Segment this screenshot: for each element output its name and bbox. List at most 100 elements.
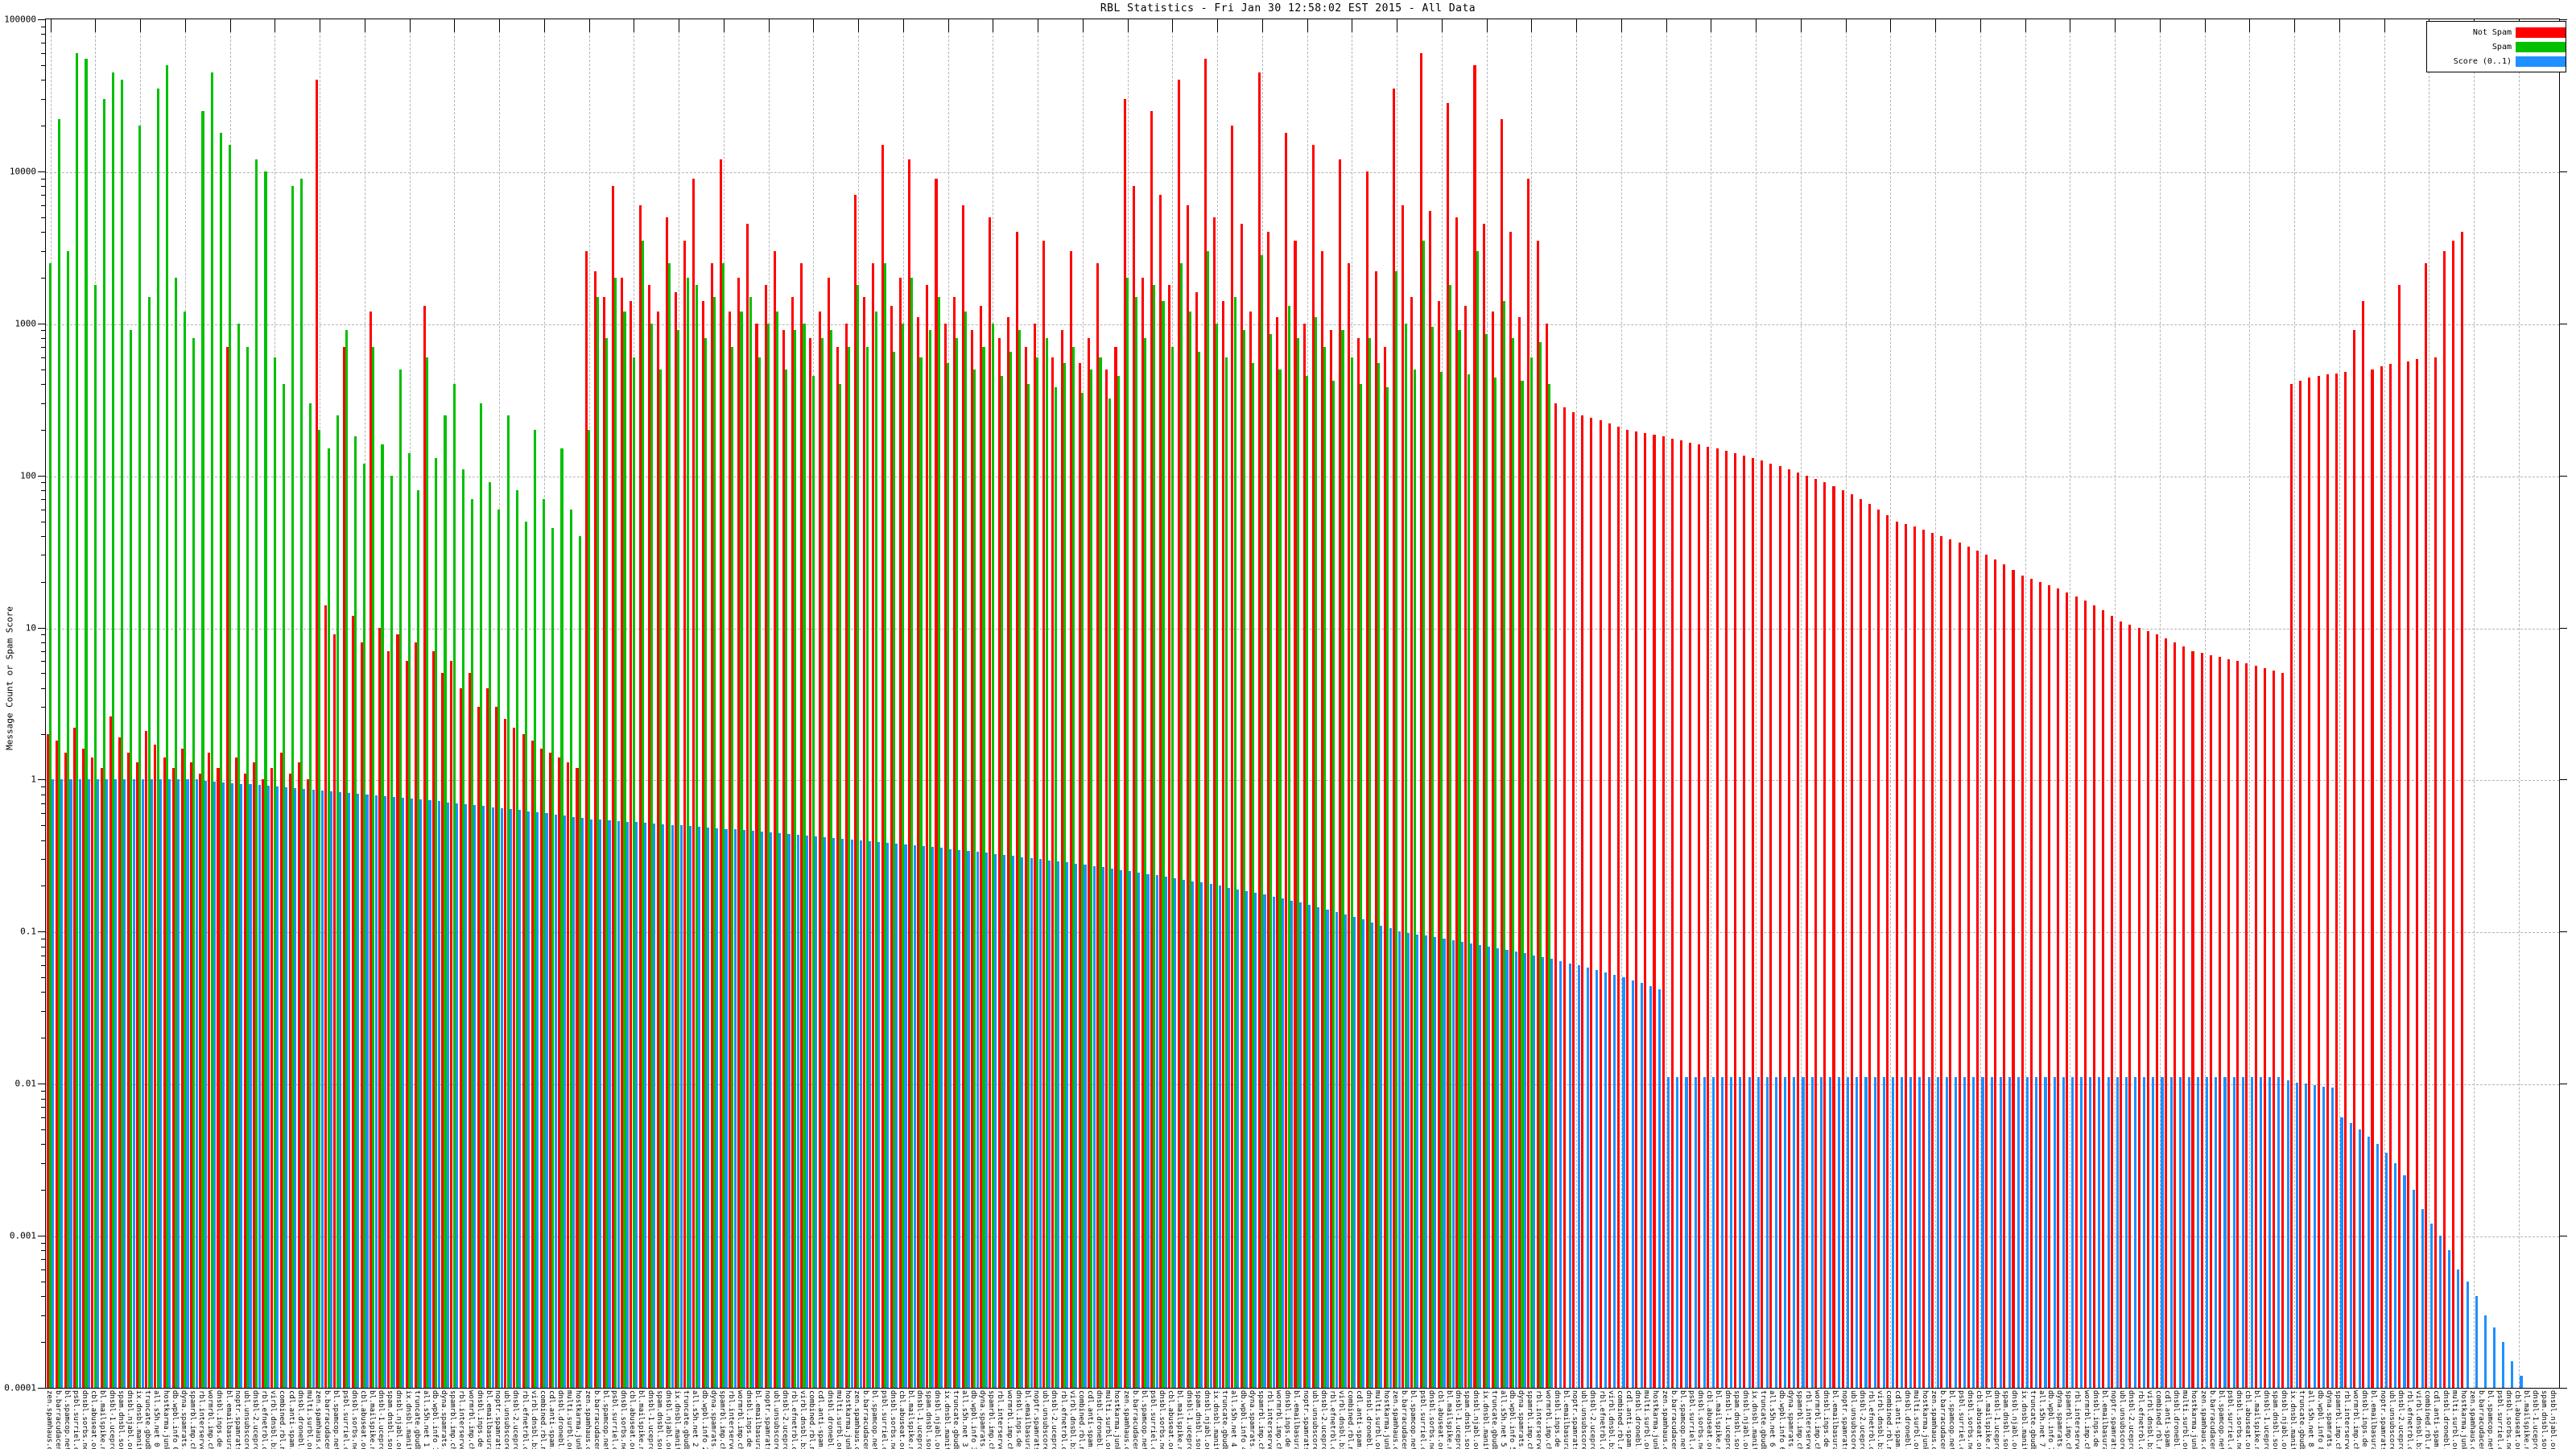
x-tick-label: psbl.surriel.com 9 hops	[2496, 1390, 2504, 1449]
bar-spam	[524, 521, 527, 1388]
bar-score	[285, 787, 288, 1388]
bar-score	[1784, 1077, 1787, 1388]
bar-not-spam	[1689, 442, 1692, 1388]
x-tick-label: dyna.spamrats.com 0 hops	[180, 1390, 188, 1449]
x-tick-label: dnsbl-1.uceprotect.net 9 hops	[2531, 1390, 2539, 1449]
bar-score	[608, 820, 611, 1388]
bar-score	[2358, 1129, 2361, 1388]
bar-not-spam	[477, 707, 480, 1388]
bar-not-spam	[1975, 551, 1979, 1388]
bar-not-spam	[1447, 103, 1450, 1388]
y-tick-minor	[41, 1144, 45, 1146]
bar-spam	[1188, 311, 1192, 1388]
bar-not-spam	[297, 762, 300, 1388]
bar-not-spam	[1563, 407, 1567, 1388]
x-tick-label: psbl.surriel.com 2 hops	[610, 1390, 618, 1449]
bar-score	[1864, 1077, 1868, 1388]
bar-not-spam	[55, 741, 58, 1388]
bar-not-spam	[378, 627, 382, 1388]
bar-score	[2340, 1117, 2343, 1388]
x-tick-label: truncate.gbudb.net 2 hops	[682, 1390, 690, 1449]
x-tick-label: multi.surbl.org 5 hops	[1642, 1390, 1650, 1449]
bar-not-spam	[638, 204, 642, 1388]
bar-not-spam	[1670, 438, 1674, 1388]
bar-not-spam	[513, 727, 516, 1388]
bar-not-spam	[2200, 653, 2203, 1388]
bar-not-spam	[1034, 323, 1037, 1388]
x-tick-label: zen.spamhaus.org 0 hops	[45, 1390, 53, 1449]
x-tick-label: hostkarma.junkemailfilter.com 3 hops	[1113, 1390, 1121, 1449]
bar-not-spam	[109, 716, 112, 1388]
bar-score	[1290, 900, 1293, 1388]
bar-spam	[480, 402, 483, 1388]
bar-score	[2232, 1077, 2235, 1388]
bar-spam	[776, 311, 779, 1388]
top-axis-ticks	[46, 19, 2559, 1388]
bar-not-spam	[2218, 657, 2221, 1388]
x-tick-label: dnsbl.dronebl.org 8 hops	[2442, 1390, 2450, 1449]
bar-score	[2124, 1077, 2128, 1388]
bar-not-spam	[997, 338, 1001, 1388]
bar-spam	[1287, 306, 1290, 1388]
bar-score	[1981, 1077, 1984, 1388]
bar-score	[2250, 1077, 2253, 1388]
bar-not-spam	[1051, 357, 1055, 1388]
bar-spam	[956, 338, 959, 1388]
bar-not-spam	[1904, 523, 1907, 1388]
bar-not-spam	[414, 642, 417, 1388]
bar-score	[2133, 1077, 2137, 1388]
legend-item-not-spam[interactable]: Not Spam	[2427, 26, 2566, 39]
bar-score	[581, 818, 584, 1388]
y-tick-minor	[41, 859, 45, 861]
bar-score	[1918, 1077, 1922, 1388]
bar-not-spam	[387, 650, 390, 1388]
x-tick-label: noptr.spamrats.com 3 hops	[1032, 1390, 1040, 1449]
bar-score	[1765, 1077, 1769, 1388]
bar-score	[1137, 872, 1141, 1388]
bar-score	[518, 810, 522, 1388]
bar-not-spam	[405, 661, 408, 1388]
x-tick-label: rbl.interserver.net 0 hops	[197, 1390, 205, 1449]
x-tick-label: multi.surbl.org 3 hops	[1104, 1390, 1112, 1449]
legend-item-score[interactable]: Score (0..1)	[2427, 55, 2566, 68]
bar-not-spam	[1006, 316, 1009, 1388]
x-tick-label: bl.spamcop.net 4 hops	[1140, 1390, 1148, 1449]
bar-not-spam	[836, 347, 839, 1388]
x-tick-label: ubl.unsubscore.com 1 hop	[502, 1390, 510, 1449]
bar-score	[1757, 1077, 1760, 1388]
bar-spam	[1125, 277, 1129, 1388]
x-tick-label: b.barracudacentral.org 9 hops	[2477, 1390, 2485, 1449]
y-tick-minor	[41, 217, 45, 218]
bar-not-spam	[1733, 453, 1736, 1388]
x-tick-label: dnsbl.sorbs.net 5 hops	[1427, 1390, 1435, 1449]
bar-score	[2403, 1174, 2406, 1388]
bar-spam	[650, 323, 654, 1388]
bar-spam	[1341, 330, 1344, 1388]
x-tick-label: dnsbl-1.uceprotect.net 8 hops	[2262, 1390, 2270, 1449]
legend-item-spam[interactable]: Spam	[2427, 40, 2566, 53]
bar-score	[2098, 1077, 2101, 1388]
bar-not-spam	[980, 306, 983, 1388]
bar-spam	[174, 277, 178, 1388]
bar-score	[527, 811, 530, 1388]
bar-not-spam	[208, 753, 211, 1388]
x-tick-label: psbl.surriel.com 3 hops	[880, 1390, 888, 1449]
y-tick-minor	[41, 661, 45, 663]
bar-spam	[848, 347, 851, 1388]
bar-score	[150, 779, 153, 1388]
bar-not-spam	[1339, 159, 1342, 1388]
bar-spam	[381, 444, 384, 1388]
x-tick-label: rbl.efnetrbl.org 3 hops	[1059, 1390, 1067, 1449]
bar-score	[1021, 857, 1024, 1388]
x-tick-label: dnsbl.inps.de 5 hops	[1553, 1390, 1561, 1449]
bar-not-spam	[2174, 642, 2177, 1388]
y-tick-minor	[41, 34, 45, 35]
bar-score	[411, 799, 414, 1388]
bar-not-spam	[917, 316, 920, 1388]
bar-score	[993, 853, 997, 1388]
y-tick-minor	[41, 1342, 45, 1344]
bar-spam	[533, 429, 537, 1388]
x-tick-label: noptr.spamrats.com 7 hops	[2109, 1390, 2117, 1449]
bar-not-spam	[1249, 311, 1252, 1388]
x-tick-label: dnsbl-2.uceprotect.net 1 hop	[511, 1390, 519, 1449]
